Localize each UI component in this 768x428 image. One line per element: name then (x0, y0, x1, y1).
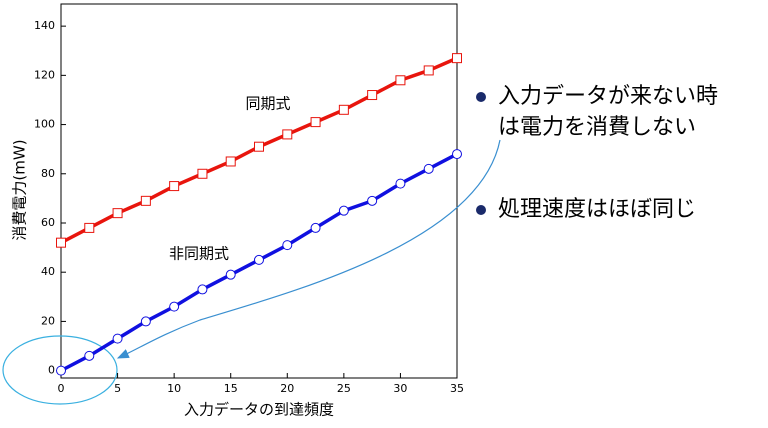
marker (84, 350, 95, 361)
marker (169, 301, 180, 312)
x-tick-label: 10 (167, 382, 181, 395)
marker (56, 237, 66, 248)
bullet-text: は電力を消費しない (498, 115, 696, 140)
marker (140, 195, 151, 206)
bullet-text: 入力データが来ない時 (498, 84, 718, 109)
marker (282, 240, 293, 251)
marker (254, 254, 264, 265)
y-tick-label: 40 (41, 265, 55, 278)
x-tick-label: 20 (280, 382, 294, 395)
marker (452, 149, 462, 160)
marker (197, 168, 208, 179)
marker (56, 365, 66, 376)
marker (112, 208, 123, 219)
series-annotation: 非同期式 (169, 245, 229, 263)
series-annotation: 同期式 (245, 95, 290, 113)
x-tick-label: 0 (58, 382, 65, 395)
y-tick-label: 100 (34, 118, 55, 131)
marker (225, 156, 236, 167)
y-tick-label: 80 (41, 167, 55, 180)
y-tick-label: 60 (41, 216, 55, 229)
marker (452, 53, 462, 64)
marker (225, 269, 236, 280)
marker (112, 333, 123, 344)
marker (310, 117, 321, 128)
marker (395, 75, 406, 86)
plot-frame (60, 3, 458, 379)
x-tick-label: 15 (224, 382, 238, 395)
marker (338, 205, 349, 216)
bullet-dot (476, 92, 486, 102)
highlight-ellipse (2, 335, 118, 405)
x-tick-label: 30 (393, 382, 407, 395)
marker (84, 222, 95, 233)
y-tick-label: 0 (48, 364, 55, 377)
marker (169, 181, 180, 192)
marker (423, 65, 434, 76)
marker (367, 90, 378, 101)
arrow (116, 139, 501, 359)
marker (254, 141, 264, 152)
marker (140, 316, 151, 327)
bullet-dot (476, 205, 486, 215)
marker (310, 222, 321, 233)
marker (338, 104, 349, 115)
y-tick-label: 120 (34, 68, 55, 81)
y-tick-label: 140 (34, 19, 55, 32)
marker (282, 129, 293, 140)
x-tick-label: 25 (337, 382, 351, 395)
y-tick-label: 20 (41, 314, 55, 327)
x-axis-label: 入力データの到達頻度 (184, 401, 334, 419)
marker (197, 284, 208, 295)
marker (367, 195, 378, 206)
x-tick-label: 5 (114, 382, 121, 395)
bullet-text: 処理速度はほぼ同じ (498, 197, 696, 222)
y-axis-label: 消費電力(mW) (11, 139, 29, 240)
x-tick-label: 35 (450, 382, 464, 395)
marker (423, 163, 434, 174)
marker (395, 178, 406, 189)
